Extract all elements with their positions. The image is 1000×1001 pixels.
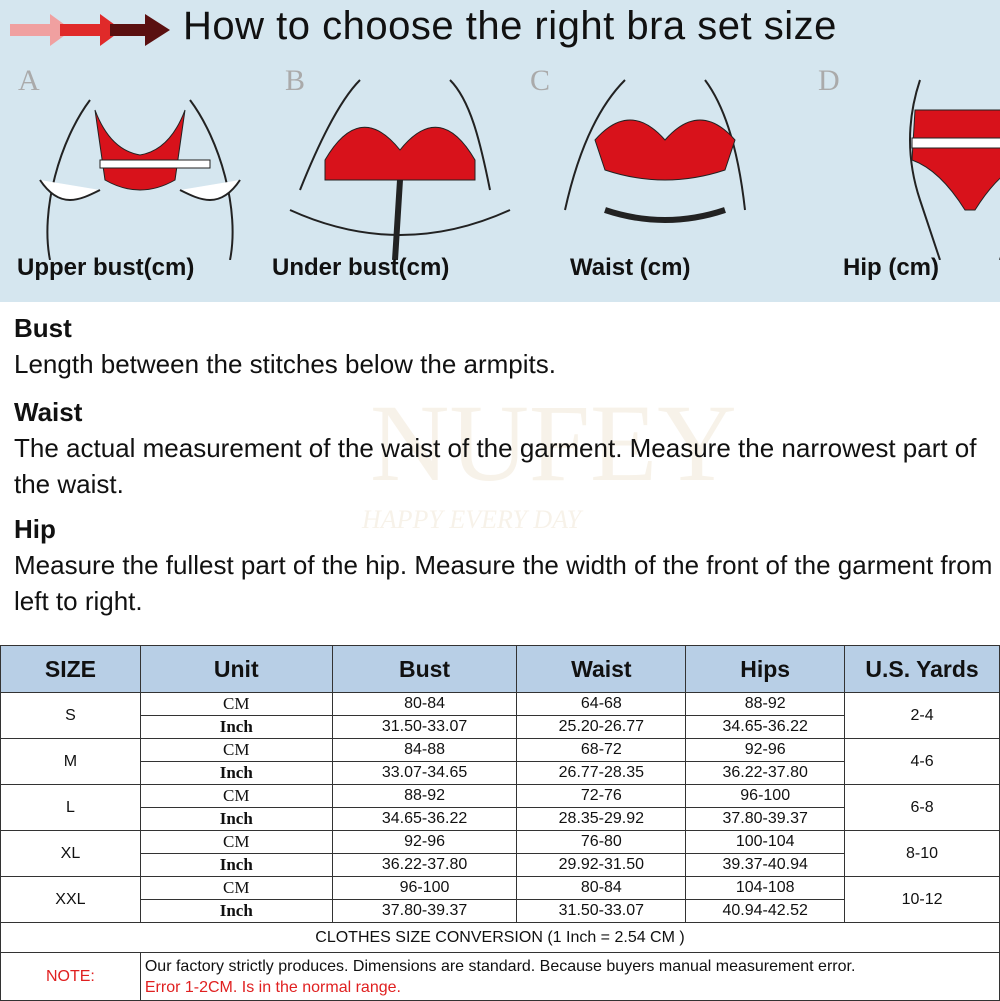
unit-cell: CM (139, 692, 333, 716)
hips-cell: 40.94-42.52 (685, 899, 846, 923)
desc-hip: Hip Measure the fullest part of the hip.… (14, 511, 994, 619)
desc-text: The actual measurement of the waist of t… (14, 433, 977, 499)
desc-waist: Waist The actual measurement of the wais… (14, 394, 994, 502)
table-row: XXL CM 96-100 80-84 104-108 10-12 (0, 876, 1000, 923)
bust-cell: 84-88 (331, 738, 518, 762)
waist-cell: 80-84 (516, 876, 687, 900)
size-cell: S (0, 692, 141, 739)
bust-cell: 36.22-37.80 (331, 853, 518, 877)
hips-cell: 39.37-40.94 (685, 853, 846, 877)
header-yards: U.S. Yards (844, 645, 1000, 693)
waist-cell: 64-68 (516, 692, 687, 716)
caption-under-bust: Under bust(cm) (272, 254, 450, 281)
hips-cell: 36.22-37.80 (685, 761, 846, 785)
table-row: Inch 36.22-37.80 29.92-31.50 39.37-40.94 (1, 853, 1000, 877)
table-row: Inch 37.80-39.37 31.50-33.07 40.94-42.52 (1, 899, 1000, 923)
caption-upper-bust: Upper bust(cm) (17, 254, 195, 281)
hips-cell: 88-92 (685, 692, 846, 716)
waist-cell: 26.77-28.35 (516, 761, 687, 785)
bust-cell: 80-84 (331, 692, 518, 716)
yards-cell: 6-8 (844, 784, 1000, 831)
desc-heading: Waist (14, 397, 83, 427)
bust-cell: 33.07-34.65 (331, 761, 518, 785)
hips-cell: 96-100 (685, 784, 846, 808)
waist-cell: 28.35-29.92 (516, 807, 687, 831)
desc-heading: Bust (14, 313, 72, 343)
unit-cell: Inch (139, 761, 333, 785)
unit-cell: CM (139, 876, 333, 900)
bust-cell: 37.80-39.37 (331, 899, 518, 923)
note-text: Our factory strictly produces. Dimension… (144, 957, 856, 975)
unit-cell: Inch (139, 715, 333, 739)
unit-cell: Inch (139, 899, 333, 923)
note-label: NOTE: (0, 952, 141, 1001)
table-header-row: SIZE Unit Bust Waist Hips U.S. Yards (0, 645, 1000, 693)
panel-letter-b: B (285, 64, 306, 97)
yards-cell: 8-10 (844, 830, 1000, 877)
hips-cell: 37.80-39.37 (685, 807, 846, 831)
header-waist: Waist (516, 645, 687, 693)
bust-cell: 92-96 (331, 830, 518, 854)
unit-cell: Inch (139, 807, 333, 831)
table-row: S CM 80-84 64-68 88-92 2-4 (0, 692, 1000, 739)
header-unit: Unit (139, 645, 333, 693)
hips-cell: 92-96 (685, 738, 846, 762)
yards-cell: 10-12 (844, 876, 1000, 923)
panel-letter-d: D (818, 64, 840, 97)
size-cell: XXL (0, 876, 141, 923)
note-warning: Error 1-2CM. Is in the normal range. (144, 978, 401, 996)
hips-cell: 34.65-36.22 (685, 715, 846, 739)
desc-bust: Bust Length between the stitches below t… (14, 310, 994, 382)
desc-text: Length between the stitches below the ar… (14, 349, 556, 379)
waist-cell: 29.92-31.50 (516, 853, 687, 877)
conversion-note: CLOTHES SIZE CONVERSION (1 Inch = 2.54 C… (0, 922, 1000, 953)
waist-cell: 68-72 (516, 738, 687, 762)
unit-cell: Inch (139, 853, 333, 877)
upper-bust-illustration (39, 99, 241, 260)
desc-heading: Hip (14, 514, 56, 544)
hip-illustration (909, 79, 1000, 260)
yards-cell: 4-6 (844, 738, 1000, 785)
caption-waist: Waist (cm) (570, 254, 691, 281)
unit-cell: CM (139, 784, 333, 808)
unit-cell: CM (139, 830, 333, 854)
yards-cell: 2-4 (844, 692, 1000, 739)
hips-cell: 100-104 (685, 830, 846, 854)
header-size: SIZE (0, 645, 141, 693)
note-cell: Our factory strictly produces. Dimension… (139, 952, 1000, 1001)
bust-cell: 31.50-33.07 (331, 715, 518, 739)
waist-illustration (564, 79, 746, 223)
unit-cell: CM (139, 738, 333, 762)
under-bust-illustration (289, 79, 511, 260)
waist-cell: 31.50-33.07 (516, 899, 687, 923)
header-bust: Bust (331, 645, 518, 693)
desc-text: Measure the fullest part of the hip. Mea… (14, 550, 993, 616)
banner-title: How to choose the right bra set size (183, 4, 837, 48)
waist-cell: 72-76 (516, 784, 687, 808)
waist-cell: 76-80 (516, 830, 687, 854)
panel-letter-c: C (530, 64, 551, 97)
waist-cell: 25.20-26.77 (516, 715, 687, 739)
size-cell: L (0, 784, 141, 831)
table-row: L CM 88-92 72-76 96-100 6-8 (0, 784, 1000, 831)
bust-cell: 34.65-36.22 (331, 807, 518, 831)
table-row: XL CM 92-96 76-80 100-104 8-10 (0, 830, 1000, 877)
bust-cell: 96-100 (331, 876, 518, 900)
size-cell: M (0, 738, 141, 785)
header-hips: Hips (685, 645, 846, 693)
size-cell: XL (0, 830, 141, 877)
table-row: M CM 84-88 68-72 92-96 4-6 (0, 738, 1000, 785)
panel-letter-a: A (18, 64, 40, 97)
size-guide-banner: How to choose the right bra set size A B… (0, 0, 1000, 302)
bust-cell: 88-92 (331, 784, 518, 808)
table-row: Inch 34.65-36.22 28.35-29.92 37.80-39.37 (1, 807, 1000, 831)
caption-hip: Hip (cm) (843, 254, 939, 281)
arrows-icon (10, 14, 170, 46)
hips-cell: 104-108 (685, 876, 846, 900)
size-table: SIZE Unit Bust Waist Hips U.S. Yards S C… (0, 645, 1000, 1001)
